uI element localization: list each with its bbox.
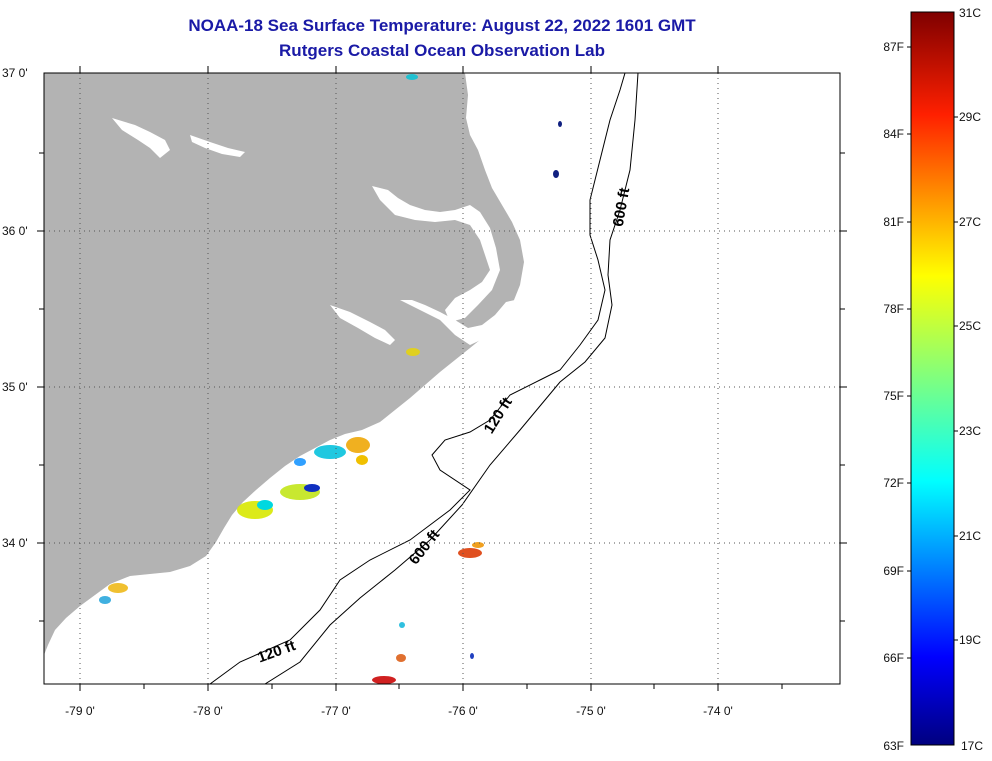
lat-label: 36 0'	[2, 224, 28, 238]
colorbar-fahrenheit-label: 84F	[883, 127, 904, 141]
colorbar-fahrenheit-label: 69F	[883, 564, 904, 578]
colorbar-fahrenheit-label: 81F	[883, 215, 904, 229]
map-subtitle: Rutgers Coastal Ocean Observation Lab	[279, 41, 605, 60]
lon-label: -78 0'	[193, 704, 223, 718]
land-mass	[44, 73, 524, 655]
lon-label: -74 0'	[703, 704, 733, 718]
lat-label: 34 0'	[2, 536, 28, 550]
colorbar-fahrenheit-label: 87F	[883, 40, 904, 54]
river-inlet	[112, 118, 170, 158]
lat-label: 35 0'	[2, 380, 28, 394]
lon-label: -77 0'	[321, 704, 351, 718]
graticule	[44, 73, 840, 684]
lat-label: 37 0'	[2, 66, 28, 80]
albemarle-sound	[372, 186, 500, 322]
colorbar-fahrenheit-label: 75F	[883, 389, 904, 403]
frame-ticks	[37, 66, 847, 691]
colorbar-celsius-label: 31C	[959, 6, 981, 20]
colorbar-celsius-label: 29C	[959, 110, 981, 124]
lon-label: -76 0'	[448, 704, 478, 718]
colorbar-fahrenheit-label: 66F	[883, 651, 904, 665]
colorbar-fahrenheit-label: 63F	[883, 739, 904, 753]
colorbar-celsius-label: 25C	[959, 319, 981, 333]
colorbar-celsius-label: 27C	[959, 215, 981, 229]
lon-label: -75 0'	[576, 704, 606, 718]
colorbar-fahrenheit-label: 78F	[883, 302, 904, 316]
colorbar-ticks	[907, 46, 958, 659]
colorbar-celsius-label: 21C	[959, 529, 981, 543]
contour-600ft	[264, 73, 639, 684]
colorbar	[910, 11, 955, 746]
sst-patches	[99, 74, 562, 684]
colorbar-celsius-label: 19C	[959, 633, 981, 647]
colorbar-celsius-label: 23C	[959, 424, 981, 438]
river-inlet	[190, 135, 245, 157]
contour-label: 600 ft	[610, 186, 634, 228]
river-inlet	[330, 305, 395, 345]
map-title: NOAA-18 Sea Surface Temperature: August …	[188, 16, 696, 35]
colorbar-fahrenheit-label: 72F	[883, 476, 904, 490]
lon-label: -79 0'	[65, 704, 95, 718]
contour-120ft	[209, 73, 626, 684]
map-frame	[43, 72, 841, 685]
colorbar-celsius-label: 17C	[961, 739, 983, 753]
pamlico-sound	[400, 300, 515, 345]
